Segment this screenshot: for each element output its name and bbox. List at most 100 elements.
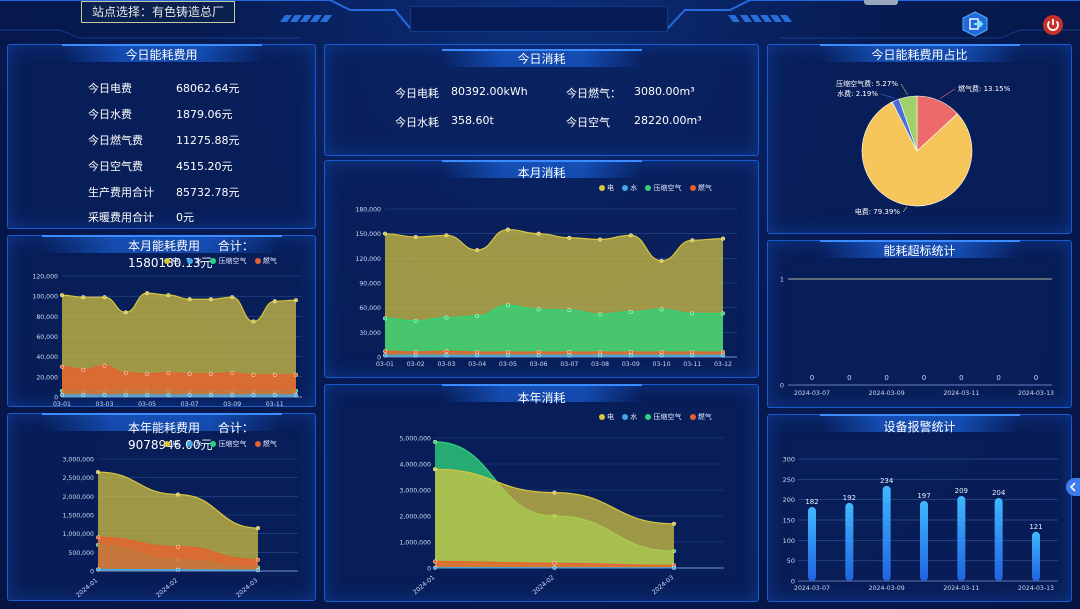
x-tick-label: 2024-03-09 bbox=[869, 390, 905, 397]
legend-water[interactable]: 水 bbox=[187, 440, 202, 448]
year-cost-panel: 本年能耗费用 合计：9078946.00元 电 水 压缩空气 燃气 0 500,0… bbox=[7, 413, 316, 601]
y-tick-label: 60,000 bbox=[359, 305, 381, 312]
data-point bbox=[413, 234, 418, 240]
panel-title: 能耗超标统计 bbox=[883, 244, 956, 258]
series-area-压缩空气 bbox=[385, 305, 723, 357]
data-point bbox=[552, 561, 557, 566]
legend-water[interactable]: 水 bbox=[622, 413, 637, 421]
legend-water[interactable]: 水 bbox=[622, 184, 637, 192]
legend-water[interactable]: 水 bbox=[187, 257, 202, 265]
pie-label-line bbox=[939, 88, 956, 100]
legend-electric[interactable]: 电 bbox=[164, 257, 179, 265]
series-area-燃气 bbox=[98, 537, 258, 571]
legend-gas[interactable]: 燃气 bbox=[254, 440, 277, 448]
series-line-压缩空气 bbox=[384, 304, 723, 322]
data-point bbox=[598, 312, 603, 317]
today-consume-label: 今日燃气： bbox=[566, 87, 621, 100]
data-point bbox=[272, 299, 277, 304]
data-point bbox=[536, 231, 541, 236]
x-tick-label: 2024-02 bbox=[155, 577, 179, 599]
y-tick-label: 2,000,000 bbox=[400, 514, 432, 521]
x-tick-label: 03-09 bbox=[622, 361, 640, 368]
collapse-arrow-icon[interactable] bbox=[1066, 478, 1080, 496]
x-tick-label: 03-02 bbox=[407, 361, 425, 368]
x-tick-label: 03-01 bbox=[53, 401, 71, 408]
data-point bbox=[444, 233, 449, 238]
chart-legend: 电 水 压缩空气 燃气 bbox=[158, 256, 277, 266]
today-cost-panel: 今日能耗费用 今日电费 68062.64元 今日水费 1879.06元 今日燃气… bbox=[7, 44, 316, 229]
cost-share-panel: 今日能耗费用占比 燃气费: 13.15% 电费: 79.39% 水费: 2.19% 压… bbox=[767, 44, 1072, 234]
data-point bbox=[230, 392, 235, 398]
data-label: 0 bbox=[1034, 374, 1038, 382]
data-point bbox=[567, 353, 572, 358]
bar bbox=[882, 485, 891, 581]
y-tick-label: 0 bbox=[791, 578, 795, 586]
data-point bbox=[145, 291, 150, 296]
today-consume-value: 80392.00kWh bbox=[451, 85, 528, 98]
exit-icon[interactable] bbox=[962, 11, 988, 37]
series-area-电 bbox=[62, 293, 296, 397]
data-label: 0 bbox=[847, 374, 851, 382]
bar-value-label: 121 bbox=[1029, 523, 1042, 531]
data-point bbox=[505, 303, 510, 308]
legend-compressed-air[interactable]: 压缩空气 bbox=[645, 184, 681, 192]
month-consume-chart: 0 30,000 60,000 90,000 120,000 150,000 180,000… bbox=[355, 207, 737, 368]
pie-slice-电费 bbox=[861, 101, 973, 207]
today-cost-value: 85732.78元 bbox=[176, 186, 240, 199]
data-point bbox=[166, 392, 171, 398]
legend-electric[interactable]: 电 bbox=[599, 413, 614, 421]
data-label: 0 bbox=[996, 374, 1000, 382]
data-point bbox=[123, 370, 128, 375]
data-point bbox=[444, 349, 449, 354]
data-point bbox=[432, 467, 438, 472]
bar-value-label: 209 bbox=[955, 487, 968, 495]
x-tick-label: 03-04 bbox=[468, 361, 486, 368]
today-cost-label: 今日电费 bbox=[88, 82, 132, 95]
y-tick-label: 150,000 bbox=[355, 231, 381, 238]
legend-compressed-air[interactable]: 压缩空气 bbox=[210, 440, 246, 448]
data-point bbox=[208, 392, 213, 398]
data-point bbox=[475, 313, 480, 318]
data-point bbox=[720, 311, 726, 316]
legend-gas[interactable]: 燃气 bbox=[689, 413, 712, 421]
month-cost-chart: 0 20,000 40,000 60,000 80,000 100,000 120,000 0… bbox=[32, 274, 302, 408]
data-point bbox=[444, 315, 449, 320]
x-tick-label: 2024-03-07 bbox=[794, 390, 830, 397]
data-point bbox=[720, 353, 726, 358]
data-point bbox=[208, 297, 213, 302]
data-point bbox=[659, 353, 664, 358]
legend-gas[interactable]: 燃气 bbox=[254, 257, 277, 265]
x-tick-label: 03-11 bbox=[266, 401, 284, 408]
series-line-燃气 bbox=[384, 350, 723, 353]
legend-electric[interactable]: 电 bbox=[599, 184, 614, 192]
panel-title: 本年消耗 bbox=[517, 391, 566, 405]
series-line-电 bbox=[61, 292, 297, 322]
x-tick-label: 03-11 bbox=[683, 361, 701, 368]
x-tick-label: 03-05 bbox=[499, 361, 517, 368]
data-point bbox=[81, 392, 86, 398]
legend-compressed-air[interactable]: 压缩空气 bbox=[645, 413, 681, 421]
y-tick-label: 200 bbox=[783, 496, 795, 504]
data-point bbox=[671, 565, 677, 570]
today-consume-label: 今日空气 bbox=[566, 116, 610, 129]
legend-electric[interactable]: 电 bbox=[164, 440, 179, 448]
data-point bbox=[690, 238, 695, 243]
data-point bbox=[628, 309, 633, 314]
top-tab-handle[interactable] bbox=[864, 0, 898, 5]
data-point bbox=[59, 364, 65, 369]
data-point bbox=[95, 535, 101, 540]
today-cost-label: 采暖费用合计 bbox=[88, 211, 154, 224]
x-tick-label: 2024-02 bbox=[531, 574, 555, 596]
x-tick-label: 03-07 bbox=[181, 401, 199, 408]
power-icon[interactable] bbox=[1042, 14, 1064, 36]
y-tick-label: 0 bbox=[780, 382, 784, 390]
legend-compressed-air[interactable]: 压缩空气 bbox=[210, 257, 246, 265]
legend-gas[interactable]: 燃气 bbox=[689, 184, 712, 192]
bar bbox=[920, 500, 928, 581]
pie-label-line bbox=[900, 83, 908, 95]
data-point bbox=[230, 370, 235, 375]
site-selector[interactable]: 站点选择：有色铸造总厂 bbox=[81, 1, 235, 23]
month-cost-panel: 本月能耗费用 合计：1580180.13元 电 水 压缩空气 燃气 0 20,00… bbox=[7, 235, 316, 408]
data-point bbox=[81, 295, 86, 300]
today-consume-value: 28220.00m³ bbox=[634, 114, 702, 127]
